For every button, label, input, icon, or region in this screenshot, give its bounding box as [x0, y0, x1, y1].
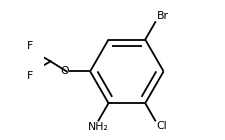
- Text: Br: Br: [156, 11, 168, 21]
- Text: O: O: [60, 66, 68, 76]
- Text: NH₂: NH₂: [88, 122, 108, 132]
- Text: F: F: [27, 41, 33, 51]
- Text: F: F: [27, 71, 33, 81]
- Text: Cl: Cl: [155, 121, 166, 131]
